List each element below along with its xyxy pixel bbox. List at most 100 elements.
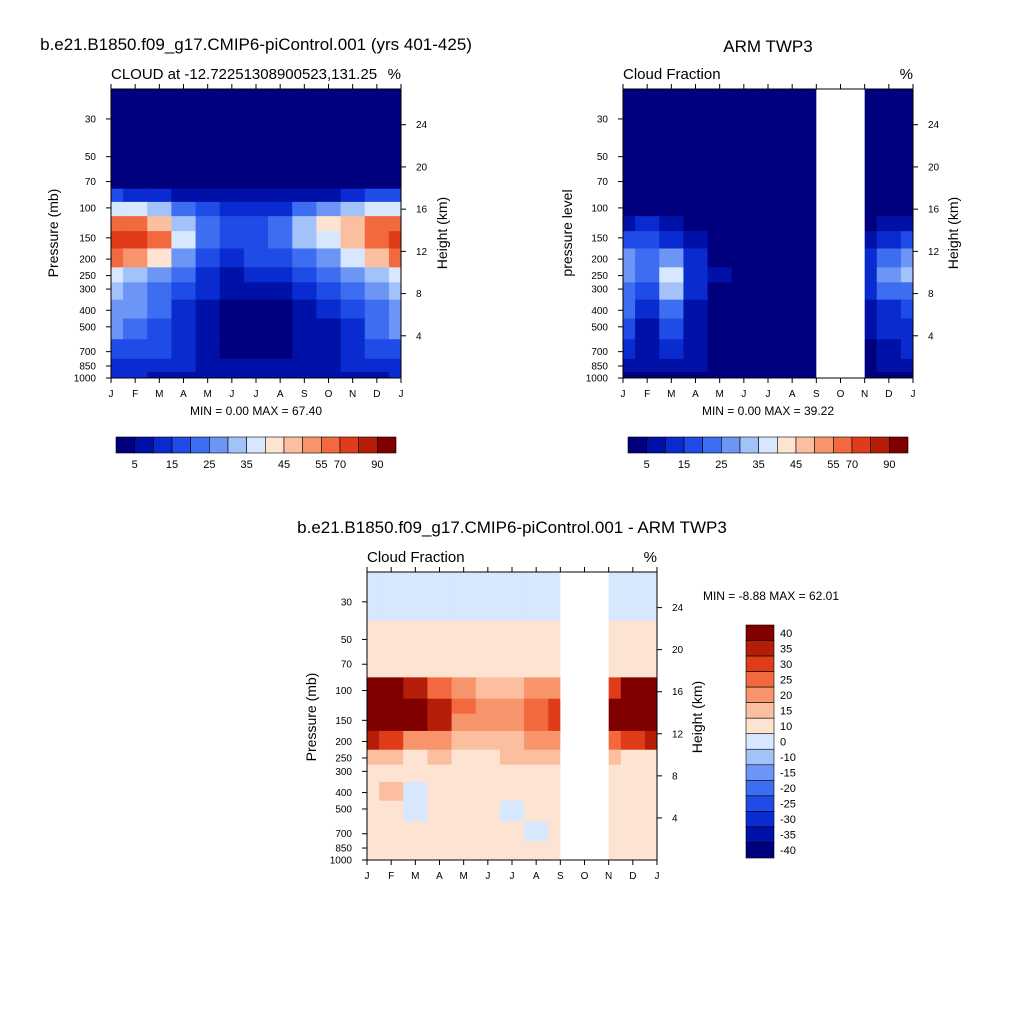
heatmap-cell — [243, 267, 269, 283]
heatmap-cell — [364, 282, 390, 301]
heatmap-cell — [659, 339, 685, 360]
heatmap-cell — [147, 137, 173, 170]
heatmap-cell — [268, 299, 293, 320]
heatmap-cell — [388, 339, 401, 360]
heatmap-cell — [683, 267, 709, 283]
heatmap-cell — [147, 169, 173, 190]
heatmap-cell — [364, 267, 390, 283]
heatmap-cell — [427, 781, 453, 802]
heatmap-cell — [475, 730, 501, 751]
colorbar-swatch — [851, 436, 871, 454]
heatmap-cell — [451, 698, 477, 715]
colorbar-tick-label: -15 — [780, 768, 796, 780]
heatmap-cell — [292, 89, 318, 139]
heatmap-cell — [659, 318, 685, 340]
heatmap-cell — [195, 372, 221, 378]
heatmap-cell — [755, 194, 781, 217]
heatmap-cell — [499, 764, 525, 783]
heatmap-cell — [292, 358, 318, 373]
heatmap-cell — [268, 169, 293, 190]
heatmap-cell — [268, 282, 293, 301]
y-tick-label-right: 12 — [672, 729, 684, 740]
heatmap-cell — [900, 194, 913, 217]
colorbar-tick-label: 70 — [846, 459, 858, 471]
heatmap-cell — [475, 854, 501, 860]
colorbar-tick-label: 5 — [644, 459, 650, 471]
heatmap-cell — [123, 372, 148, 378]
heatmap-cell — [367, 854, 380, 860]
heatmap-cell — [379, 854, 404, 860]
heatmap-cell — [499, 651, 525, 678]
heatmap-area: J F M A M J J A S O N D J 30 50 70 100 150 200 250 300 400 500… — [586, 84, 940, 400]
heatmap-cell — [195, 339, 221, 360]
heatmap-cell — [683, 282, 709, 301]
y-axis-label-right: Height (km) — [689, 681, 705, 753]
y-tick-label: 1000 — [330, 856, 353, 867]
heatmap-cell — [111, 282, 124, 301]
heatmap-cell — [367, 730, 380, 751]
heatmap-cell — [219, 201, 245, 217]
colorbar-swatch — [745, 826, 775, 843]
colorbar-swatch — [227, 436, 247, 454]
x-tick-label: J — [254, 389, 259, 400]
heatmap-cell — [243, 358, 269, 373]
heatmap-cell — [755, 318, 781, 340]
colorbar-tick-label: 70 — [334, 459, 346, 471]
x-tick-label: S — [557, 871, 564, 882]
heatmap-cell — [683, 299, 709, 320]
colorbar-tick-label: 5 — [132, 459, 138, 471]
heatmap-cell — [364, 231, 390, 250]
y-tick-label-right: 16 — [416, 205, 428, 216]
heatmap-cell — [123, 169, 148, 190]
colorbar-swatch — [745, 764, 775, 781]
heatmap-cell — [243, 372, 269, 378]
heatmap-cell — [388, 201, 401, 217]
heatmap-cell — [364, 299, 390, 320]
heatmap-cell — [900, 248, 913, 268]
heatmap-cell — [499, 840, 525, 855]
heatmap-cell — [475, 620, 501, 653]
colorbar-swatch — [339, 436, 359, 454]
colorbar-swatch — [833, 436, 853, 454]
colorbar-tick-label: -20 — [780, 783, 796, 795]
heatmap-cell — [427, 698, 453, 715]
colorbar-tick-label: 35 — [241, 459, 253, 471]
heatmap-cell — [367, 698, 380, 715]
heatmap-cell — [111, 318, 124, 340]
heatmap-cell — [316, 137, 342, 170]
x-tick-label: M — [155, 389, 163, 400]
heatmap-cell — [780, 231, 805, 250]
heatmap-cell — [644, 572, 657, 622]
heatmap-cell — [659, 169, 685, 196]
heatmap-cell — [147, 299, 173, 320]
y-tick-label: 70 — [597, 177, 609, 188]
heatmap-cell — [292, 372, 318, 378]
y-tick-label: 150 — [335, 716, 352, 727]
colorbar-swatch — [745, 702, 775, 719]
heatmap-cell — [524, 781, 549, 802]
x-tick-label: J — [510, 871, 515, 882]
heatmap-cell — [731, 339, 757, 360]
y-tick-label: 100 — [335, 686, 352, 697]
colorbar-tick-label: 20 — [780, 690, 792, 702]
heatmap-cell — [364, 318, 390, 340]
heatmap-cell — [707, 248, 733, 268]
heatmap-cell — [364, 201, 390, 217]
heatmap-cell — [340, 248, 366, 268]
heatmap-cell — [876, 216, 902, 232]
colorbar-swatch — [795, 436, 815, 454]
heatmap-cell — [780, 267, 805, 283]
colorbar-swatch — [814, 436, 834, 454]
heatmap-cell — [268, 339, 293, 360]
heatmap-cell — [707, 89, 733, 139]
heatmap-cell — [635, 299, 660, 320]
colorbar-swatch — [777, 436, 797, 454]
heatmap-cell — [388, 248, 401, 268]
heatmap-cell — [731, 89, 757, 139]
heatmap-cell — [292, 267, 318, 283]
panel-left-label: Cloud Fraction — [367, 549, 465, 566]
heatmap-cell — [623, 194, 636, 217]
heatmap-cell — [427, 821, 453, 842]
heatmap-cell — [292, 248, 318, 268]
heatmap-cells — [367, 572, 657, 860]
